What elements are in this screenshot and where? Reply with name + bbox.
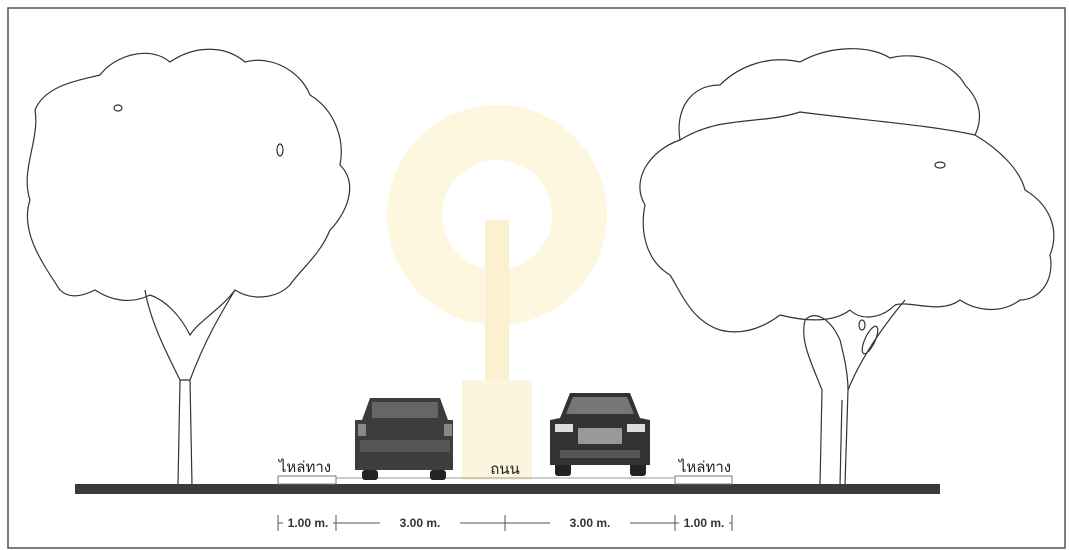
page: {"labels": {"left_shoulder": "ไหล่ทาง", …	[0, 0, 1069, 550]
pickup-rear	[355, 398, 453, 480]
left-shoulder	[278, 476, 336, 484]
road-surface	[75, 484, 940, 494]
cross-section: ไหล่ทาง ถนน ไหล่ทาง 1.00 m. 3.00 m. 3.00…	[0, 0, 1069, 550]
label: ไหล่ทาง	[678, 458, 731, 476]
dimension: 3.00 m.	[570, 516, 611, 530]
dimension: 1.00 m.	[288, 516, 329, 530]
right-shoulder	[675, 476, 732, 484]
dimension: 3.00 m.	[400, 516, 441, 530]
dimension: 1.00 m.	[684, 516, 725, 530]
label: ถนน	[490, 460, 520, 478]
label: ไหล่ทาง	[278, 458, 331, 476]
